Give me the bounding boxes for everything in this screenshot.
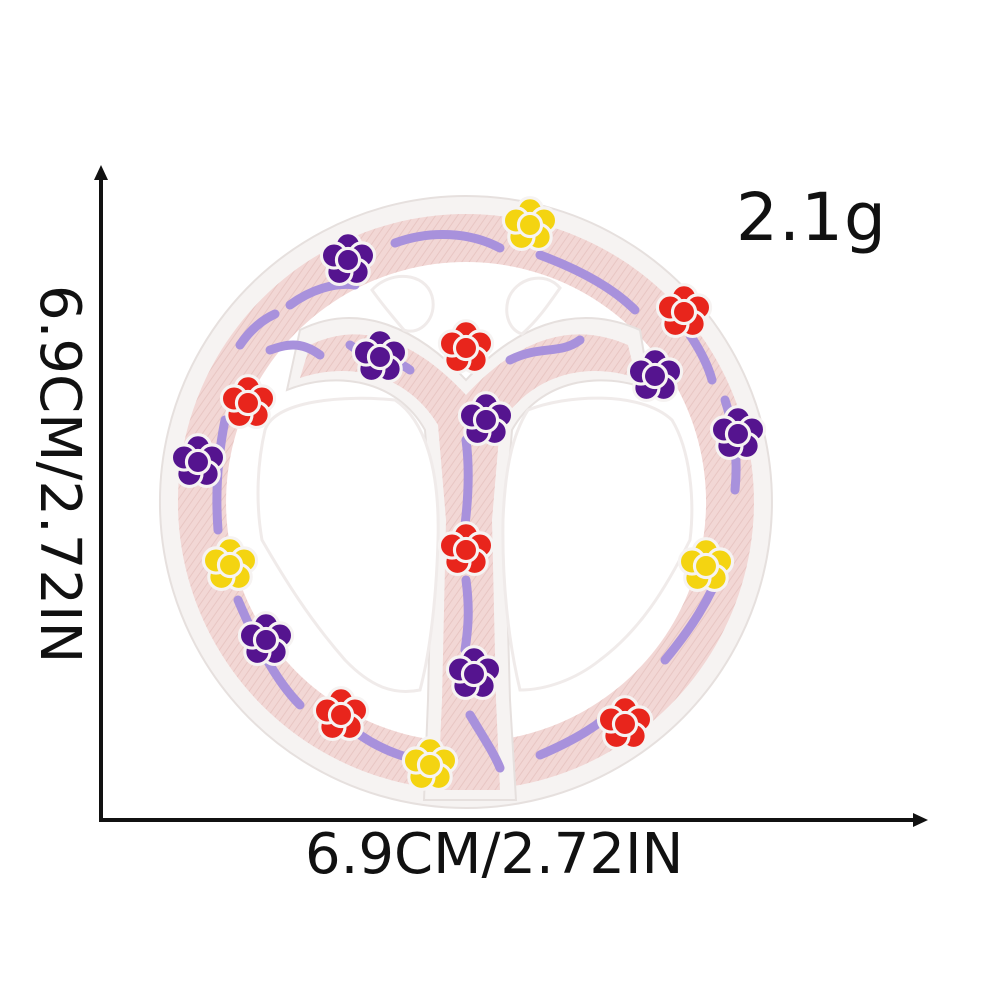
patch-top-hole-right [505, 276, 562, 336]
height-dimension-label: 6.9CM/2.72IN [27, 285, 92, 664]
patch-right-opening [501, 396, 694, 692]
vertical-axis-arrow [94, 165, 108, 180]
horizontal-axis-arrow [913, 813, 928, 827]
weight-label: 2.1g [736, 179, 887, 256]
patch-left-opening [256, 396, 440, 693]
vine-stitching [212, 229, 741, 773]
width-dimension-label: 6.9CM/2.72IN [305, 822, 684, 887]
patch-top-hole-left [370, 275, 435, 333]
dimension-axes [94, 165, 928, 827]
embroidered-patch [158, 195, 773, 809]
